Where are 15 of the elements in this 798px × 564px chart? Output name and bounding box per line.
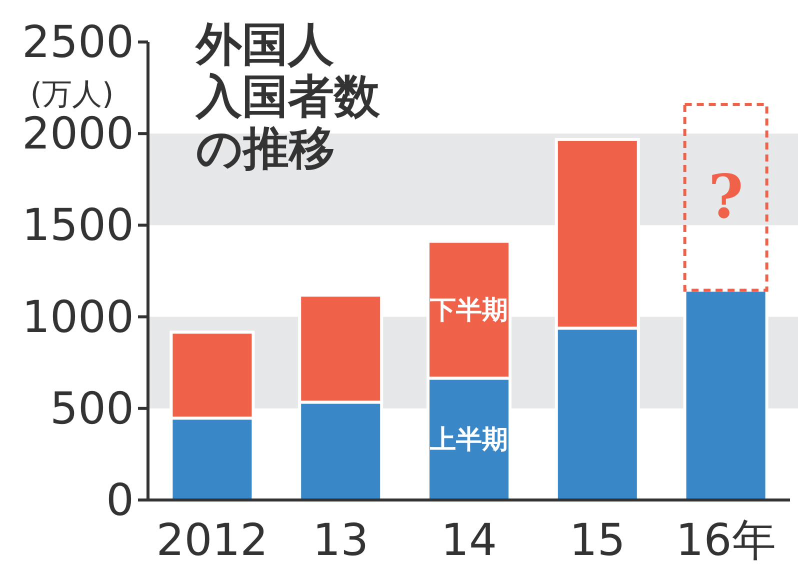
x-tick-label: 15	[569, 515, 626, 564]
x-tick-label: 2012	[156, 515, 268, 564]
text: 外国人入国者数の推移	[194, 17, 381, 175]
y-tick-label: 1000	[22, 292, 134, 343]
series-label: 上半期	[429, 425, 508, 456]
y-tick-label: 1500	[22, 200, 134, 252]
y-tick-label: 0	[106, 475, 134, 526]
x-tick-label: 13	[312, 515, 369, 564]
annotation: ?	[708, 162, 744, 232]
x-tick-label: 14	[441, 515, 497, 564]
y-tick-label: 500	[50, 383, 134, 434]
x-tick-label: 16年	[676, 515, 776, 564]
y-tick-label: 2500	[22, 17, 134, 68]
bar	[683, 102, 768, 292]
series-label: 下半期	[429, 296, 508, 326]
